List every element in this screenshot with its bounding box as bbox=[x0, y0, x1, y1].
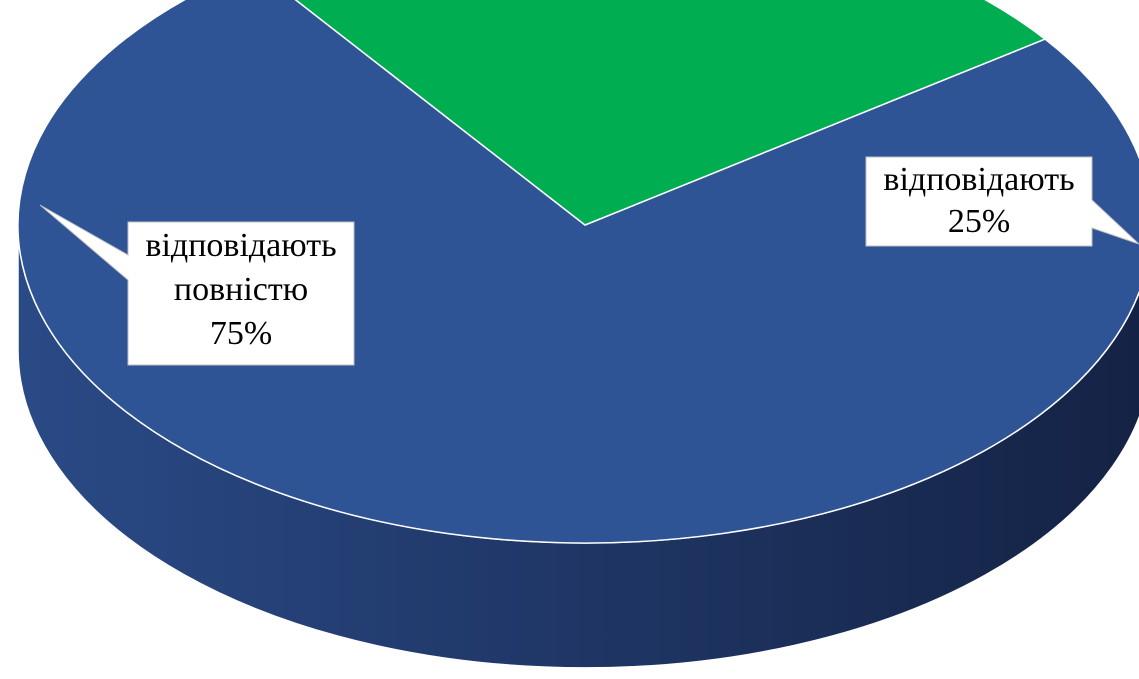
pie-callout-labels: відповідають повністю 75% відповідають 25% bbox=[39, 156, 1139, 366]
callout-text-0-0: відповідають bbox=[145, 227, 336, 264]
callout-text-0-1: повністю bbox=[174, 271, 308, 308]
callout-text-1-0: відповідають bbox=[883, 161, 1074, 198]
pie-slice-1 bbox=[294, 0, 1046, 226]
callout-label-0: відповідають повністю 75% bbox=[39, 204, 355, 366]
callout-text-0-2: 75% bbox=[210, 315, 272, 352]
callout-label-1: відповідають 25% bbox=[865, 156, 1139, 247]
callout-box-1 bbox=[865, 156, 1139, 247]
callout-text-1-1: 25% bbox=[948, 203, 1010, 240]
pie-top-faces bbox=[17, 0, 1139, 544]
callout-box-0 bbox=[39, 204, 355, 366]
pie-slice-0 bbox=[17, 0, 1139, 544]
